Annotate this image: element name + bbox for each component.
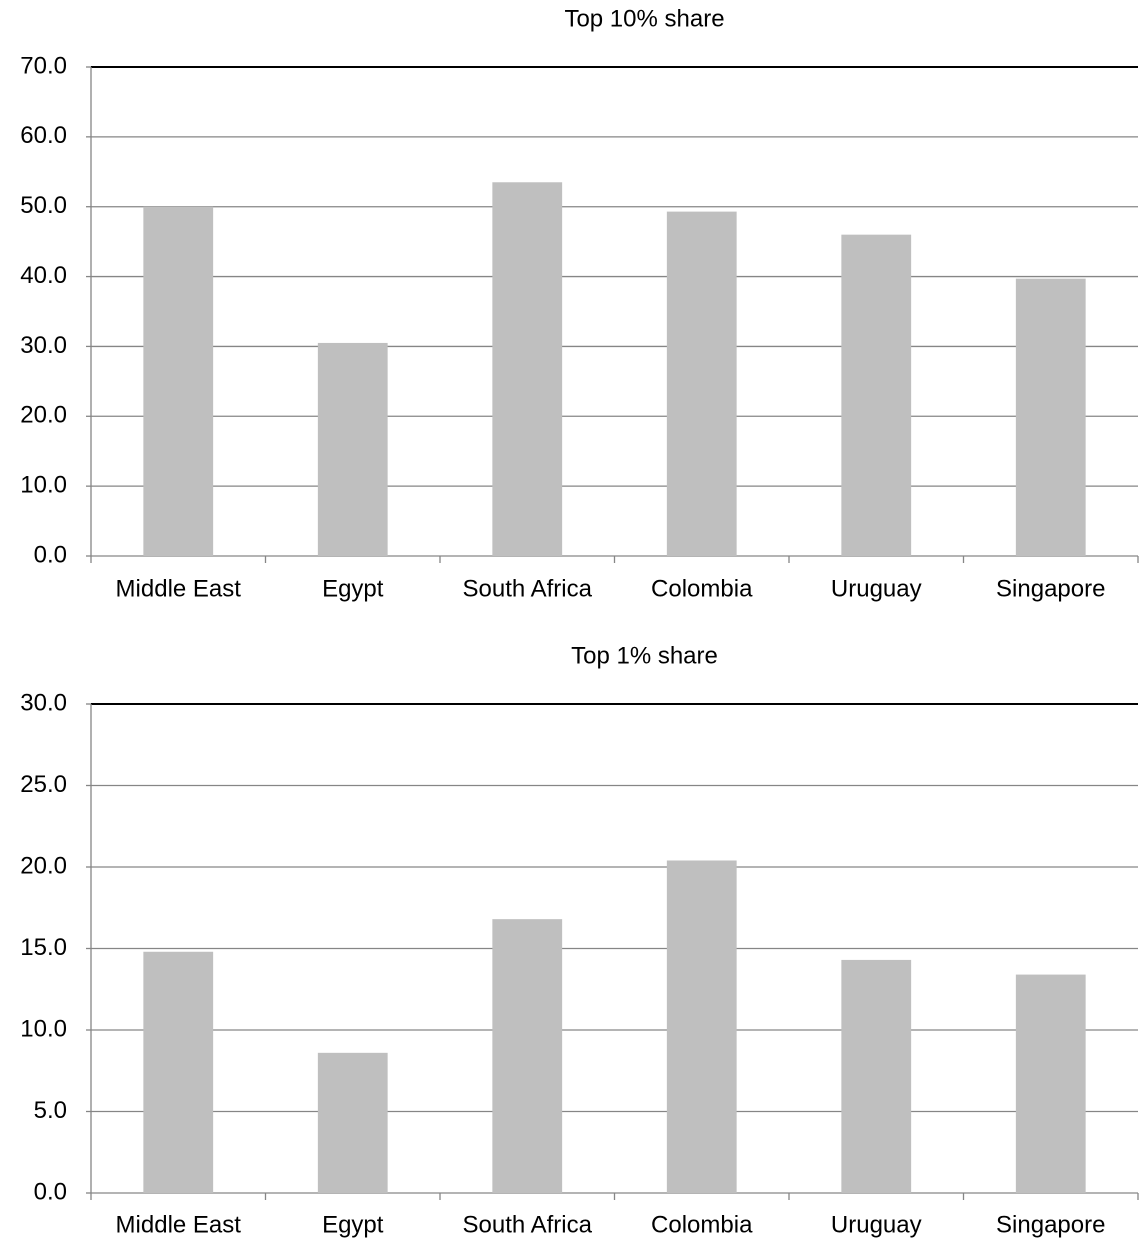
bar xyxy=(1015,278,1086,556)
y-tick-label: 20.0 xyxy=(20,852,67,879)
y-tick-label: 60.0 xyxy=(20,122,67,149)
y-tick-label: 10.0 xyxy=(20,471,67,498)
bar xyxy=(841,234,912,556)
x-tick-label: Middle East xyxy=(116,1211,242,1238)
chart-title: Top 1% share xyxy=(571,642,718,669)
x-tick-label: Colombia xyxy=(651,575,753,602)
y-tick-label: 20.0 xyxy=(20,402,67,429)
y-tick-label: 40.0 xyxy=(20,262,67,289)
x-tick-label: South Africa xyxy=(463,1211,593,1238)
bar xyxy=(492,182,563,556)
bar xyxy=(841,959,912,1193)
bar xyxy=(317,342,388,556)
x-tick-label: Uruguay xyxy=(831,575,922,602)
x-tick-label: Egypt xyxy=(322,1211,384,1238)
y-tick-label: 0.0 xyxy=(34,1178,67,1205)
y-tick-label: 50.0 xyxy=(20,192,67,219)
chart-title: Top 10% share xyxy=(564,5,724,32)
y-tick-label: 5.0 xyxy=(34,1097,67,1124)
y-tick-label: 15.0 xyxy=(20,934,67,961)
y-tick-label: 10.0 xyxy=(20,1015,67,1042)
x-tick-label: Middle East xyxy=(116,575,242,602)
bar xyxy=(666,211,737,556)
bar xyxy=(317,1052,388,1193)
bar xyxy=(666,860,737,1193)
x-tick-label: Singapore xyxy=(996,1211,1105,1238)
bar xyxy=(143,206,214,556)
x-tick-label: Colombia xyxy=(651,1211,753,1238)
x-tick-label: Uruguay xyxy=(831,1211,922,1238)
bar xyxy=(1015,974,1086,1193)
y-tick-label: 30.0 xyxy=(20,689,67,716)
y-tick-label: 0.0 xyxy=(34,541,67,568)
bar xyxy=(492,919,563,1193)
y-tick-label: 25.0 xyxy=(20,771,67,798)
bar xyxy=(143,951,214,1193)
x-tick-label: Egypt xyxy=(322,575,384,602)
x-tick-label: South Africa xyxy=(463,575,593,602)
y-tick-label: 70.0 xyxy=(20,52,67,79)
x-tick-label: Singapore xyxy=(996,575,1105,602)
y-tick-label: 30.0 xyxy=(20,332,67,359)
